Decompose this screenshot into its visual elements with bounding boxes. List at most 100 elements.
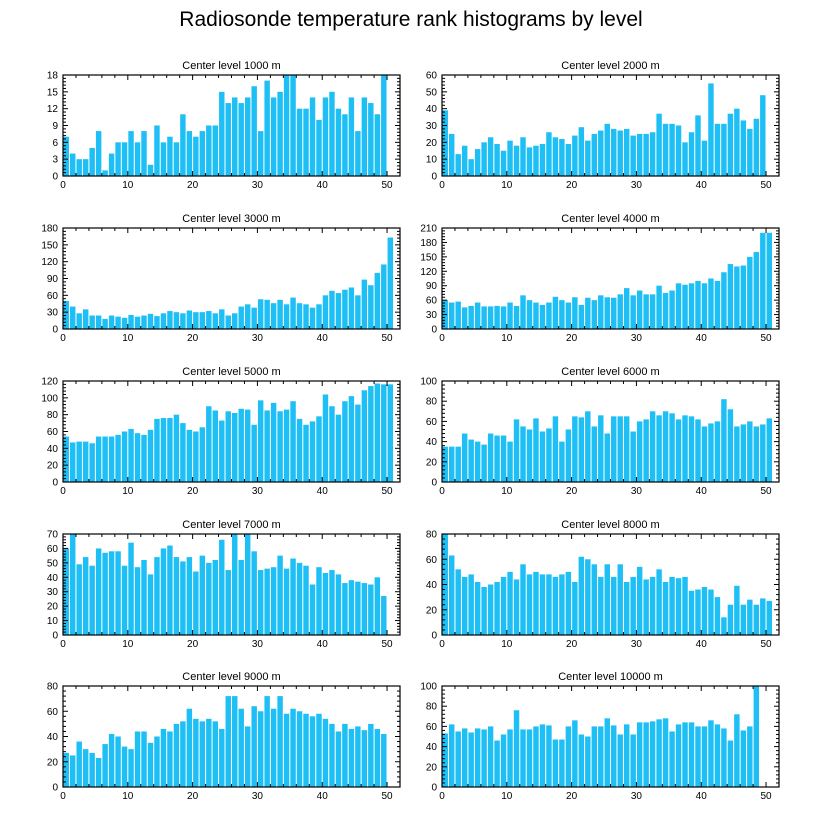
bar: [449, 133, 455, 176]
bar: [598, 130, 604, 176]
bar: [322, 295, 329, 329]
bar: [675, 578, 682, 635]
bar: [623, 416, 630, 482]
bar: [656, 285, 662, 329]
bar: [368, 584, 374, 635]
bar: [662, 581, 669, 635]
bar: [766, 600, 772, 635]
bar: [572, 135, 578, 176]
x-tick-label: 40: [317, 486, 329, 497]
bar: [193, 431, 199, 482]
bar: [747, 421, 753, 482]
bar: [708, 720, 714, 787]
bar: [141, 434, 147, 482]
x-tick-label: 50: [760, 486, 772, 497]
bar: [455, 154, 461, 176]
bar: [296, 711, 303, 787]
bar: [141, 559, 147, 635]
bar: [264, 568, 270, 635]
bar: [623, 288, 630, 329]
bar: [585, 736, 591, 787]
y-tick-label: 100: [420, 682, 437, 693]
bar: [585, 559, 591, 635]
bar: [160, 548, 167, 635]
y-tick-label: 180: [41, 224, 58, 235]
x-tick-label: 20: [187, 486, 199, 497]
bar: [167, 418, 173, 482]
x-tick-label: 0: [60, 791, 66, 802]
bar: [316, 304, 322, 329]
bar: [669, 123, 675, 176]
bar: [559, 739, 565, 787]
bar: [342, 723, 348, 788]
x-tick-label: 30: [252, 486, 264, 497]
y-tick-label: 20: [47, 757, 59, 768]
bar: [481, 729, 487, 787]
x-tick-label: 0: [60, 333, 66, 344]
bar: [108, 153, 115, 176]
bar: [701, 726, 708, 787]
y-tick-label: 12: [47, 104, 59, 115]
bar: [669, 413, 675, 482]
bar: [585, 411, 591, 482]
bar: [374, 272, 381, 329]
y-tick-label: 40: [426, 742, 438, 753]
x-tick-label: 10: [501, 333, 513, 344]
bar: [244, 726, 251, 787]
bar: [121, 142, 128, 176]
bar: [675, 724, 682, 787]
bar: [70, 755, 76, 787]
bar: [89, 147, 95, 176]
main-title: Radiosonde temperature rank histograms b…: [179, 8, 643, 31]
y-tick-label: 30: [47, 308, 59, 319]
bar: [374, 728, 381, 787]
bar: [643, 133, 649, 176]
bar: [455, 446, 461, 482]
bar: [232, 97, 238, 176]
bar: [585, 297, 591, 329]
bar: [682, 576, 688, 635]
x-tick-label: 30: [631, 486, 643, 497]
bar: [598, 295, 604, 329]
y-tick-label: 30: [47, 587, 59, 598]
bar: [173, 142, 180, 176]
x-tick-label: 20: [566, 333, 578, 344]
y-tick-label: 60: [47, 291, 59, 302]
x-tick-label: 20: [566, 639, 578, 650]
bar: [212, 410, 219, 482]
panel-5: Center level 6000 m 0 10 20 30 40 50 0 20 40 60 80 1…: [420, 366, 780, 497]
bar: [154, 557, 160, 635]
bar: [70, 534, 76, 635]
bar: [283, 409, 290, 482]
bar: [753, 252, 760, 329]
bar: [342, 289, 348, 329]
bar: [760, 95, 766, 176]
x-tick-label: 30: [631, 639, 643, 650]
bar: [128, 428, 134, 482]
y-tick-label: 40: [47, 573, 59, 584]
bar: [636, 133, 643, 176]
x-tick-label: 10: [122, 180, 134, 191]
bar: [500, 435, 507, 482]
y-tick-label: 6: [52, 138, 58, 149]
bar: [507, 441, 513, 482]
bar: [449, 302, 455, 329]
y-tick-label: 210: [420, 224, 437, 235]
bar: [102, 318, 108, 329]
bar: [206, 718, 212, 787]
bar: [533, 145, 539, 176]
bar: [290, 75, 296, 176]
bar: [309, 307, 316, 329]
y-tick-label: 40: [47, 732, 59, 743]
bar: [546, 132, 552, 176]
bar: [160, 418, 167, 482]
bar: [361, 390, 368, 482]
bar: [578, 127, 585, 176]
bar: [669, 576, 675, 635]
bar: [76, 564, 82, 635]
bar: [533, 302, 539, 329]
y-tick-label: 60: [426, 722, 438, 733]
bar: [296, 303, 303, 329]
bar: [387, 237, 393, 329]
y-tick-label: 60: [47, 544, 59, 555]
